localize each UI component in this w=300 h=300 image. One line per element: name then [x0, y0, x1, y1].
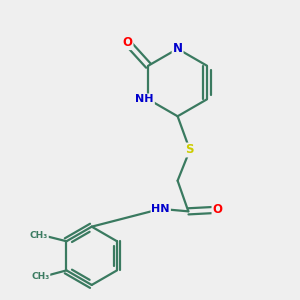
Text: N: N	[172, 42, 183, 55]
Text: S: S	[186, 143, 194, 157]
Text: CH₃: CH₃	[30, 231, 48, 240]
Text: O: O	[122, 36, 133, 49]
Text: NH: NH	[136, 94, 154, 104]
Text: CH₃: CH₃	[31, 272, 50, 281]
Text: HN: HN	[152, 204, 170, 214]
Text: O: O	[212, 203, 223, 216]
